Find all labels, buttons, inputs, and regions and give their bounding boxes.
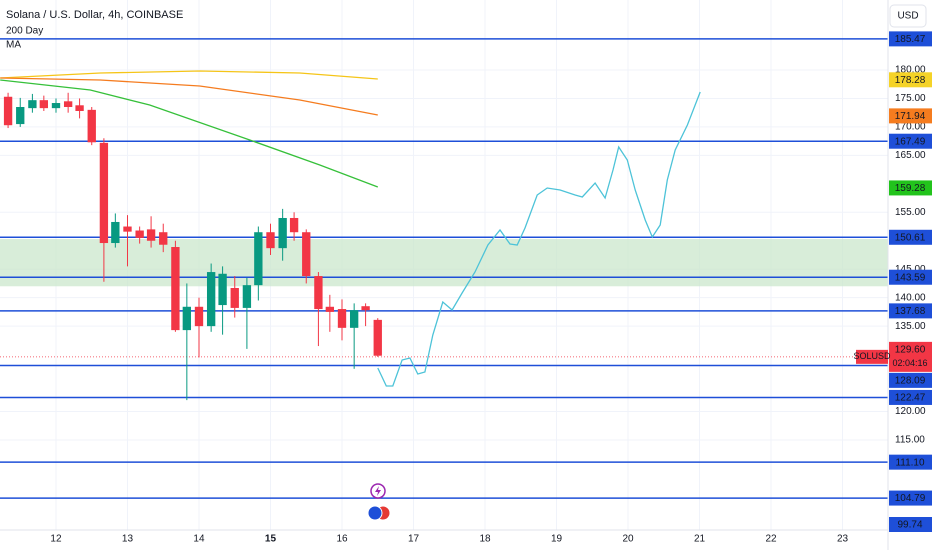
price-label: 167.49 (895, 136, 926, 147)
candle-body (325, 306, 335, 312)
candle-body (51, 103, 61, 109)
last-price-label: 129.60 (895, 345, 926, 356)
candle-body (16, 107, 25, 125)
candle-body (39, 100, 49, 109)
event-icon[interactable] (367, 505, 383, 521)
currency-label[interactable]: USD (897, 11, 918, 22)
candle-body (159, 232, 168, 245)
symbol-box (856, 349, 888, 364)
price-label: 99.74 (897, 520, 922, 531)
x-tick-label: 22 (765, 534, 777, 545)
symbol-label: SOLUSD (853, 351, 891, 361)
x-tick-label: 20 (622, 534, 634, 545)
candle-body (206, 272, 216, 327)
line-series (0, 70, 378, 80)
candle-body (182, 306, 192, 331)
candle-body (266, 232, 275, 249)
y-tick-label: 115.00 (895, 435, 925, 446)
line-series (377, 91, 701, 387)
price-label: 171.94 (895, 111, 926, 122)
y-tick-label: 155.00 (895, 207, 926, 218)
x-tick-label: 18 (479, 534, 491, 545)
event-icon (375, 486, 381, 496)
candle-body (230, 287, 239, 308)
candle-body (349, 310, 359, 328)
candle-body (87, 109, 96, 143)
price-label: 137.68 (895, 306, 926, 317)
candle-body (194, 306, 204, 327)
candle-body (218, 273, 227, 306)
y-tick-label: 135.00 (895, 321, 926, 332)
candle-body (289, 217, 299, 233)
candle-body (28, 100, 37, 109)
price-label-box (889, 303, 932, 319)
price-label-box (889, 133, 932, 149)
candle-body (75, 105, 84, 111)
candle-body (135, 230, 144, 238)
chart-title: Solana / U.S. Dollar, 4h, COINBASE (6, 9, 183, 21)
candle-body (242, 285, 252, 308)
price-label: 178.28 (895, 75, 926, 86)
y-tick-label: 165.00 (895, 150, 926, 161)
zone (0, 239, 888, 287)
candle-body (337, 309, 347, 328)
y-tick-label: 120.00 (895, 406, 926, 417)
x-tick-label: 12 (50, 534, 62, 545)
price-label-box (889, 229, 932, 245)
x-tick-label: 23 (837, 534, 849, 545)
y-tick-label: 145.00 (895, 264, 926, 275)
x-tick-label: 14 (193, 534, 205, 545)
price-label-box (889, 108, 932, 124)
event-icons[interactable] (367, 483, 391, 521)
indicator-label: MA (6, 40, 21, 51)
candle-body (3, 96, 13, 126)
indicator-label: 200 Day (6, 26, 43, 37)
candle-body (254, 232, 263, 286)
candle-body (99, 142, 109, 244)
y-tick-label: 170.00 (895, 122, 926, 133)
price-label: 104.79 (895, 493, 926, 504)
x-tick-label: 13 (122, 534, 134, 545)
candle-body (63, 101, 73, 108)
price-label-box (889, 454, 932, 470)
candle-body (302, 232, 311, 277)
last-price-box (889, 341, 932, 372)
line-series (0, 79, 379, 188)
price-label: 143.59 (895, 272, 926, 283)
candle-body (361, 306, 370, 311)
x-tick-label: 15 (265, 534, 277, 545)
candle-body (314, 276, 323, 310)
price-label-box (889, 72, 932, 88)
x-tick-label: 17 (408, 534, 420, 545)
price-label: 185.47 (895, 34, 926, 45)
price-label-box (889, 31, 932, 47)
price-label: 150.61 (895, 232, 926, 243)
line-series (0, 77, 378, 116)
price-label-box (889, 389, 932, 405)
price-label: 159.28 (895, 183, 926, 194)
candle-body (373, 319, 382, 356)
candle-body (111, 221, 120, 244)
price-label-box (889, 372, 932, 388)
y-tick-label: 180.00 (895, 65, 926, 76)
candle-body (171, 247, 180, 331)
countdown-label: 02:04:16 (892, 358, 927, 368)
price-label: 111.10 (895, 457, 925, 468)
price-label-box (889, 269, 932, 285)
x-tick-label: 19 (551, 534, 563, 545)
x-tick-label: 21 (694, 534, 706, 545)
currency-button[interactable] (889, 4, 927, 28)
x-tick-label: 16 (336, 534, 348, 545)
y-tick-label: 175.00 (895, 93, 926, 104)
y-tick-label: 140.00 (895, 292, 926, 303)
candle-body (278, 217, 287, 249)
price-label-box (889, 180, 932, 196)
price-label: 128.09 (895, 376, 926, 387)
price-label-box (889, 517, 932, 532)
candle-body (123, 226, 132, 232)
candle-body (146, 229, 156, 241)
price-label-box (889, 490, 932, 506)
price-label: 122.47 (895, 393, 926, 404)
